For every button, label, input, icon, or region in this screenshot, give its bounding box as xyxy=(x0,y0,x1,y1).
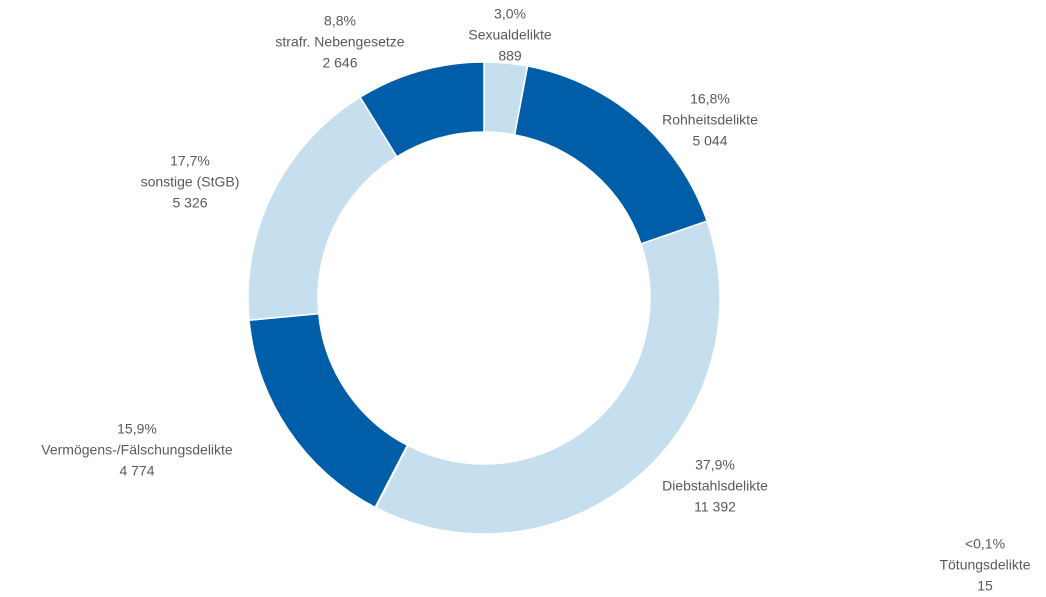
value-label: 15 xyxy=(977,578,993,594)
donut-slice xyxy=(513,65,709,245)
share-label: 16,8% xyxy=(690,91,730,107)
share-label: 3,0% xyxy=(494,6,526,22)
category-label: Tötungsdelikte xyxy=(939,557,1030,573)
share-label: <0,1% xyxy=(965,536,1005,552)
share-label: 17,7% xyxy=(170,153,210,169)
value-label: 5 326 xyxy=(172,195,207,211)
donut-slice xyxy=(374,220,721,535)
donut-slice xyxy=(248,312,409,509)
value-label: 11 392 xyxy=(694,499,736,515)
share-label: 37,9% xyxy=(695,457,735,473)
category-label: strafr. Nebengesetze xyxy=(275,34,404,50)
category-label: Sexualdelikte xyxy=(468,27,551,43)
category-label: sonstige (StGB) xyxy=(141,174,240,190)
donut-slice xyxy=(247,96,398,321)
value-label: 4 774 xyxy=(119,463,154,479)
value-label: 5 044 xyxy=(692,133,727,149)
donut-slice xyxy=(359,61,485,158)
value-label: 2 646 xyxy=(322,55,357,71)
category-label: Vermögens-/Fälschungsdelikte xyxy=(41,442,233,458)
value-label: 889 xyxy=(498,48,522,64)
share-label: 8,8% xyxy=(324,13,356,29)
category-label: Diebstahlsdelikte xyxy=(662,478,768,494)
category-label: Rohheitsdelikte xyxy=(662,112,758,128)
share-label: 15,9% xyxy=(117,421,157,437)
